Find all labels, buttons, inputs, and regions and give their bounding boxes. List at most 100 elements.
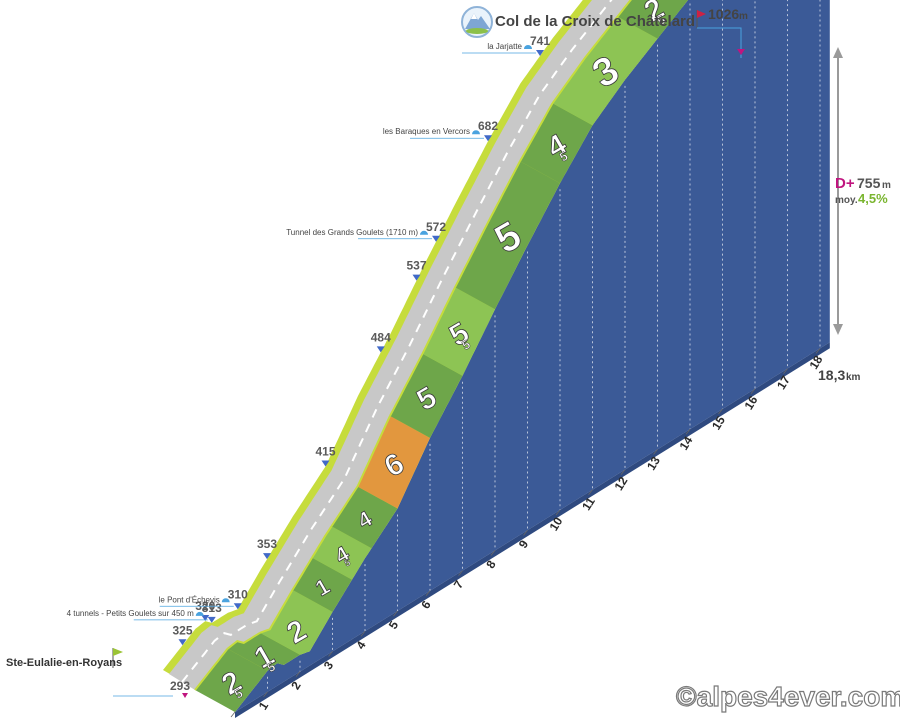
altitude-label: 741 <box>530 34 550 48</box>
km-tick-mark <box>230 711 236 718</box>
distance-value: 18,3 <box>818 367 845 383</box>
gradient-segment <box>422 287 495 376</box>
km-tick-mark <box>263 691 268 698</box>
gradient-segment <box>617 0 688 39</box>
gradient-segment-edge <box>194 648 229 691</box>
km-tick-mark <box>718 408 723 415</box>
km-tick-mark <box>653 449 658 455</box>
altitude-marker-icon <box>233 603 242 610</box>
altitude-marker-icon <box>182 693 188 698</box>
avg-value: 4,5% <box>858 191 888 206</box>
place-name-label: les Baraques en Vercors <box>383 127 470 136</box>
km-tick-mark <box>490 550 496 556</box>
gradient-segment-edge <box>454 160 521 288</box>
km-tick-mark <box>458 570 463 576</box>
km-tick-mark <box>360 630 366 637</box>
place-name-label: Tunnel des Grands Goulets (1710 m) <box>286 228 418 237</box>
distance-unit: km <box>846 372 861 383</box>
gradient-segment <box>260 589 333 655</box>
summit-badge-icon <box>461 6 493 38</box>
gradient-segment <box>292 557 352 612</box>
km-tick-mark <box>685 428 691 435</box>
km-tick-mark <box>620 469 626 475</box>
km-tick-label: 6 <box>418 598 434 611</box>
place-name-label: la Jarjatte <box>487 42 522 51</box>
altitude-marker-icon <box>321 460 330 467</box>
profile-side-layer <box>235 0 830 718</box>
altitude-label: 310 <box>228 587 248 601</box>
altitude-marker-icon <box>376 346 385 353</box>
altitude-marker-icon <box>263 553 271 560</box>
altitude-marker-icon <box>201 615 210 622</box>
km-tick-label: 1 <box>256 699 272 712</box>
gradient-segment-edge <box>259 589 294 634</box>
place-icon <box>221 598 230 603</box>
gradient-segment <box>520 103 593 184</box>
km-tick-label: 5 <box>386 618 402 631</box>
altitude-label: 293 <box>170 679 190 693</box>
place-icon <box>195 611 204 616</box>
gain-label: D+ <box>835 175 855 192</box>
road-centre-line <box>181 0 613 683</box>
km-tick-mark <box>815 348 821 354</box>
profile-side-face <box>235 0 830 712</box>
summit-altitude-unit: m <box>739 11 748 22</box>
altitude-label: 537 <box>406 259 426 273</box>
place-icon <box>472 130 480 135</box>
avg-label: moy. <box>835 195 858 206</box>
altitude-label: 313 <box>202 601 222 615</box>
gradient-segment-edge <box>330 485 359 527</box>
altitude-marker-icon <box>432 235 440 242</box>
km-tick-label: 3 <box>321 659 337 672</box>
gradient-segment <box>312 526 372 580</box>
gradient-segment <box>390 353 463 438</box>
road-surface <box>169 0 631 690</box>
summit-flag-icon <box>696 10 706 28</box>
place-name-label: le Pont d'Échevis <box>159 595 220 604</box>
gradient-segment-edge <box>311 525 333 559</box>
altitude-marker-icon <box>536 50 544 56</box>
gradient-segment-edge <box>551 15 619 104</box>
place-name-label: 4 tunnels - Petits Goulets sur 450 m <box>67 609 195 618</box>
summit-altitude: 1026 <box>708 6 739 22</box>
gradient-segment-edge <box>421 286 456 355</box>
profile-top-layer <box>163 0 688 712</box>
gain-unit: m <box>882 180 891 191</box>
gradient-segment-edge <box>519 102 554 162</box>
copyright-watermark: ©alpes4ever.com <box>676 681 900 712</box>
km-tick-label: 8 <box>483 558 499 571</box>
gradient-segment-edge <box>389 353 424 417</box>
altitude-marker-icon <box>412 274 421 281</box>
gradient-segment-edge <box>616 0 632 18</box>
gradient-segment <box>455 161 560 310</box>
start-name: Ste-Eulalie-en-Royans <box>6 657 122 669</box>
altitude-label: 682 <box>478 119 498 133</box>
km-tick-mark <box>295 671 301 677</box>
km-tick-mark <box>783 368 788 374</box>
summit-marker-icon <box>737 49 745 55</box>
altitude-label: 572 <box>426 220 446 234</box>
altitude-label: 484 <box>371 330 391 344</box>
km-tick-mark <box>425 590 431 597</box>
elevation-gain-arrow <box>833 47 843 335</box>
km-tick-mark <box>523 529 528 536</box>
altitude-label: 353 <box>257 537 277 551</box>
altitude-label: 325 <box>172 623 192 637</box>
gradient-segment <box>552 16 658 126</box>
gradient-segment <box>357 415 430 509</box>
km-tick-label: 9 <box>516 537 532 550</box>
km-tick-mark <box>393 610 398 617</box>
altitude-label: 415 <box>315 445 335 459</box>
gradient-segment-edge <box>291 557 313 591</box>
km-tick-label: 4 <box>353 638 369 651</box>
altitude-marker-icon <box>484 135 492 142</box>
altitude-marker-icon <box>207 616 216 623</box>
place-icon <box>524 45 532 49</box>
profile-base-edge <box>235 342 830 718</box>
gradient-segment-edge <box>226 631 261 650</box>
place-icon <box>420 230 428 235</box>
gain-value: 755 <box>857 175 881 191</box>
km-tick-label: 2 <box>288 679 304 692</box>
gradient-segment-edge <box>356 415 391 487</box>
